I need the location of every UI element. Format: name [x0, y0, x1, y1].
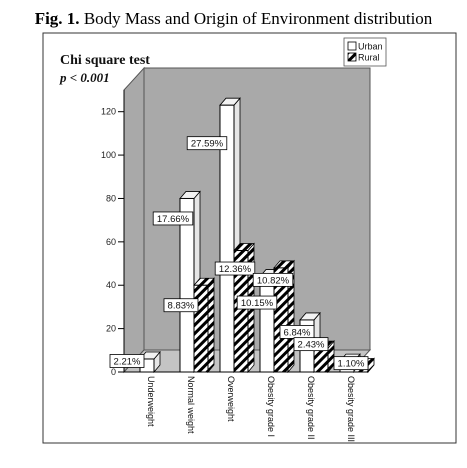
x-category-label-2: Overweight [226, 376, 236, 422]
y-tick-label-60: 60 [106, 237, 116, 247]
bar-normal-weight-rural [193, 284, 209, 373]
legend-swatch-urban [347, 41, 357, 51]
y-tick-label-100: 100 [101, 150, 116, 160]
x-category-label-5: Obesity grade III [346, 376, 356, 442]
x-category-label-0: Underweight [146, 376, 156, 427]
p-value-label: p < 0.001 [59, 70, 110, 85]
y-tick-label-0: 0 [111, 367, 116, 377]
data-label-box-obesity-grade-ii-rural [293, 337, 329, 352]
data-label-box-obesity-grade-i-urban [236, 295, 278, 310]
data-label-obesity-grade-i-rural: 10.82% [257, 275, 290, 286]
data-label-box-overweight-urban [186, 136, 228, 151]
data-label-underweight-urban: 2.21% [114, 356, 141, 367]
legend-label-rural: Rural [358, 53, 380, 63]
y-tick-label-40: 40 [106, 280, 116, 290]
x-category-label-1: Normal weight [186, 376, 196, 434]
x-category-label-3: Obesity grade I [266, 376, 276, 437]
data-label-box-underweight-urban [109, 354, 145, 368]
data-label-box-obesity-grade-iii-urban [333, 356, 369, 371]
data-label-box-normal-weight-rural [163, 298, 199, 313]
bar-obesity-grade-i-urban [259, 276, 275, 373]
data-label-overweight-rural: 12.36% [219, 264, 252, 275]
figure-caption: Fig. 1. Body Mass and Origin of Environm… [0, 9, 467, 29]
stat-test-label: Chi square test [60, 53, 150, 68]
data-label-box-obesity-grade-i-rural [252, 272, 294, 287]
data-label-normal-weight-urban: 17.66% [157, 214, 190, 225]
bar-overweight-urban [219, 104, 235, 373]
legend-label-urban: Urban [358, 42, 383, 52]
x-category-label-4: Obesity grade II [306, 376, 316, 440]
figure-number: Fig. 1. [34, 9, 80, 28]
side-wall [123, 66, 145, 374]
bar-side-normal-weight-rural [207, 277, 215, 374]
y-tick-label-120: 120 [101, 107, 116, 117]
bar-obesity-grade-ii-rural [313, 347, 329, 373]
bar-obesity-grade-i-rural [273, 267, 289, 373]
figure-title: Body Mass and Origin of Environment dist… [83, 9, 433, 28]
y-tick-label-20: 20 [106, 324, 116, 334]
data-label-overweight-urban: 27.59% [191, 139, 224, 150]
data-label-obesity-grade-iii-urban: 1.10% [338, 359, 365, 370]
data-label-normal-weight-rural: 8.83% [168, 301, 195, 312]
data-label-obesity-grade-ii-rural: 2.43% [298, 340, 325, 351]
data-label-obesity-grade-ii-urban: 6.84% [284, 327, 311, 338]
y-tick-label-80: 80 [106, 193, 116, 203]
data-label-box-overweight-rural [214, 261, 256, 276]
data-label-obesity-grade-i-urban: 10.15% [241, 298, 274, 309]
legend-swatch-rural [347, 52, 357, 62]
bar-overweight-rural [233, 250, 249, 373]
data-label-box-normal-weight-urban [152, 211, 194, 226]
